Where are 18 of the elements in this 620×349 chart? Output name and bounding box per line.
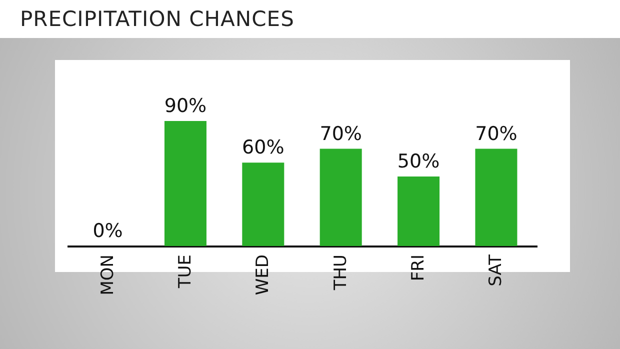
data-label: 0% xyxy=(92,220,123,242)
bar xyxy=(475,148,518,246)
data-label: 60% xyxy=(242,136,284,159)
data-label: 70% xyxy=(320,122,362,145)
x-tick-label: THU xyxy=(330,254,351,292)
x-tick-label: WED xyxy=(253,254,274,296)
bar xyxy=(164,121,206,246)
bar xyxy=(242,162,284,246)
x-tick-label: FRI xyxy=(408,254,429,282)
data-label: 70% xyxy=(475,122,518,145)
x-tick-label: TUE xyxy=(175,254,196,290)
x-tick-label: SAT xyxy=(486,254,506,286)
chart-title: PRECIPITATION CHANCES xyxy=(20,7,294,31)
bar xyxy=(320,148,362,246)
data-label: 90% xyxy=(164,95,207,117)
data-label: 50% xyxy=(397,150,440,173)
bar xyxy=(398,176,440,246)
x-tick-label: MON xyxy=(98,254,118,296)
